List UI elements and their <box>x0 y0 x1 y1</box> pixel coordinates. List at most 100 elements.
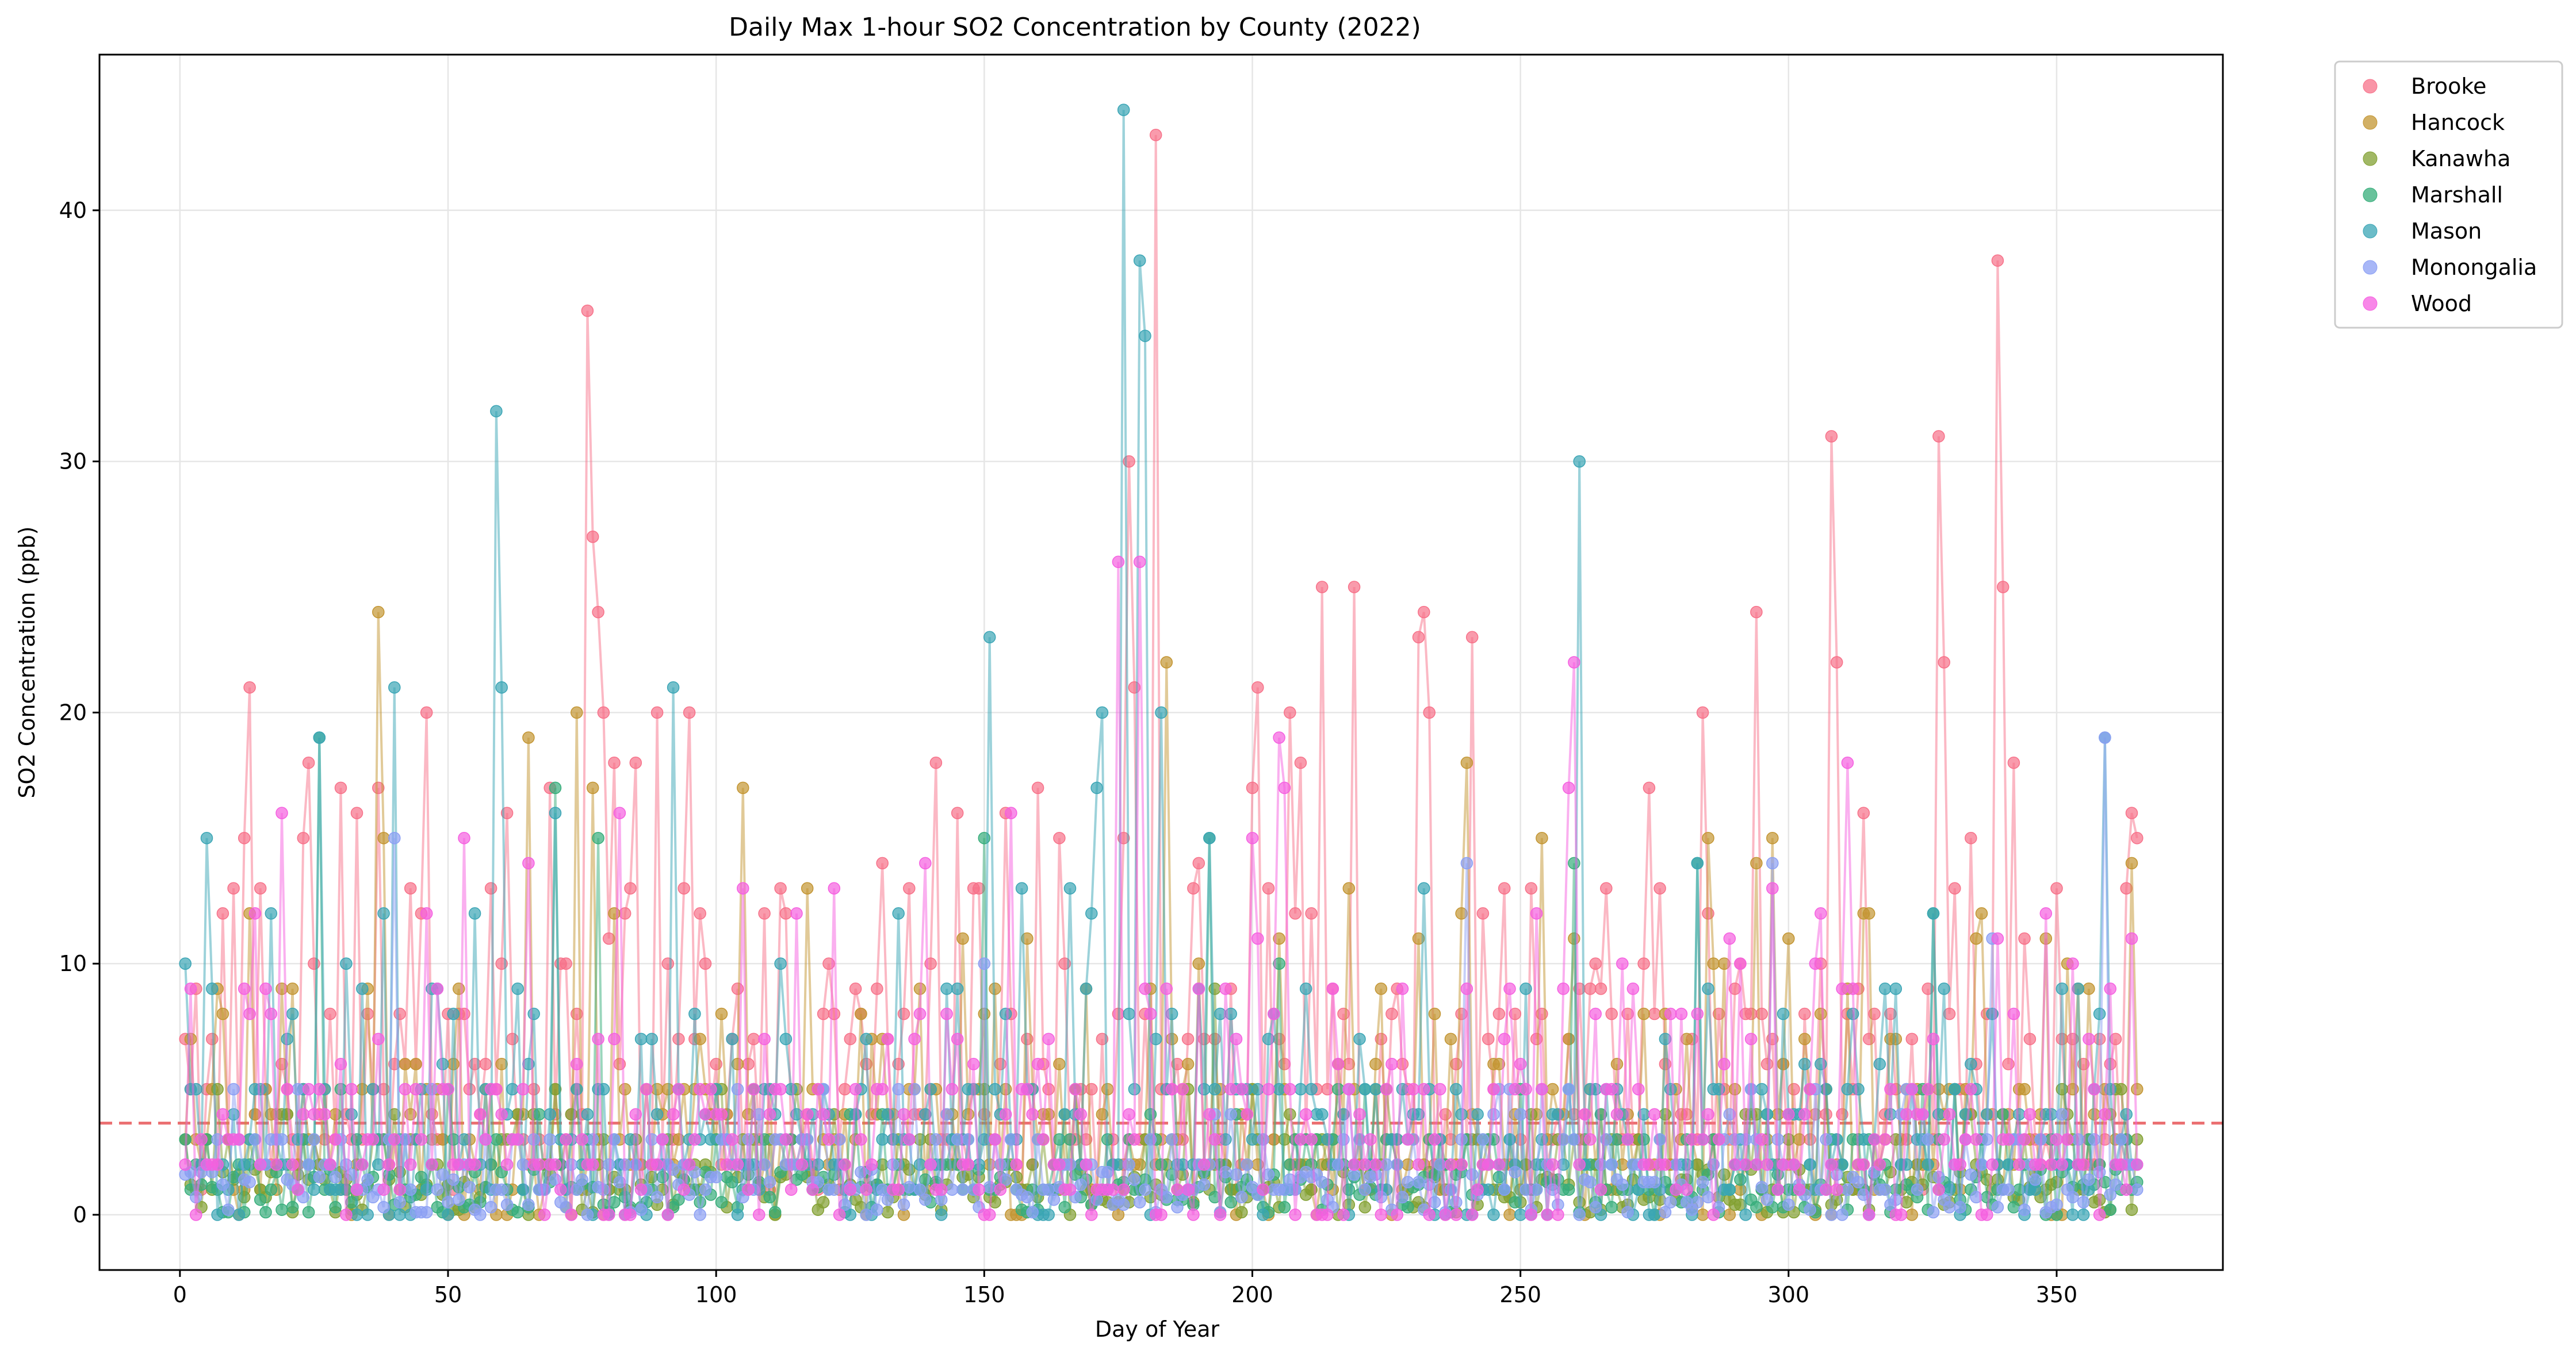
data-point <box>1219 983 1232 995</box>
data-point <box>678 882 690 895</box>
data-point <box>1664 1196 1677 1208</box>
data-point <box>206 983 219 995</box>
data-point <box>222 1203 235 1216</box>
data-point <box>1562 1033 1575 1045</box>
data-point <box>1680 1183 1693 1196</box>
data-point <box>946 1183 959 1196</box>
data-point <box>1525 882 1538 895</box>
data-point <box>779 907 793 920</box>
data-point <box>1643 1158 1656 1171</box>
data-point <box>731 1208 744 1221</box>
data-point <box>661 1208 675 1221</box>
data-point <box>1498 1183 1511 1196</box>
data-point <box>313 1083 326 1096</box>
data-point <box>254 1193 267 1206</box>
data-point <box>999 1108 1012 1121</box>
y-axis-label: SO2 Concentration (ppb) <box>14 526 40 798</box>
data-point <box>1418 1083 1430 1096</box>
data-point <box>1482 1183 1495 1196</box>
data-point <box>1042 1033 1055 1045</box>
data-point <box>1364 1133 1377 1146</box>
data-point <box>1465 631 1479 644</box>
data-point <box>801 1108 814 1121</box>
data-point <box>1358 1201 1372 1214</box>
data-point <box>817 1108 830 1121</box>
data-point <box>634 1033 648 1045</box>
data-point <box>1235 1191 1248 1204</box>
data-point <box>1594 1183 1607 1196</box>
data-point <box>2093 1208 2106 1221</box>
data-point <box>1804 1203 1816 1216</box>
data-point <box>1750 1158 1763 1171</box>
data-point <box>1696 1176 1709 1188</box>
data-point <box>447 1058 460 1071</box>
data-point <box>463 1181 476 1194</box>
data-point <box>1402 1201 1414 1214</box>
data-point <box>1112 1208 1125 1221</box>
data-point <box>602 1158 615 1171</box>
data-point <box>292 1183 304 1196</box>
data-point <box>436 1168 449 1181</box>
data-point <box>1546 1083 1559 1096</box>
data-point <box>1825 430 1838 443</box>
data-point <box>1970 932 1982 945</box>
data-point <box>533 1158 546 1171</box>
data-point <box>1289 1208 1302 1221</box>
data-point <box>511 1206 524 1219</box>
data-point <box>2012 1108 2026 1121</box>
data-point <box>324 1007 336 1020</box>
data-point <box>313 1171 326 1184</box>
data-point <box>913 1007 927 1020</box>
data-point <box>500 1198 514 1211</box>
data-point <box>1648 1108 1661 1121</box>
data-point <box>1584 1176 1597 1188</box>
data-point <box>688 1007 701 1020</box>
data-point <box>1107 1183 1119 1196</box>
data-point <box>388 681 401 694</box>
data-point <box>1353 1033 1366 1045</box>
data-point <box>560 1133 572 1146</box>
data-point <box>592 831 604 845</box>
data-point <box>1181 1183 1195 1196</box>
data-point <box>1053 1158 1066 1171</box>
data-point <box>1815 907 1827 920</box>
data-point <box>1584 983 1597 995</box>
data-point <box>1664 1083 1677 1096</box>
data-point <box>216 1108 229 1121</box>
data-point <box>1053 831 1066 845</box>
data-point <box>1905 1083 1919 1096</box>
data-point <box>1600 882 1613 895</box>
data-point <box>1246 781 1259 795</box>
data-point <box>1197 1083 1211 1096</box>
chart-title: Daily Max 1-hour SO2 Concentration by Co… <box>729 13 1421 42</box>
data-point <box>1766 831 1779 845</box>
data-point <box>1846 983 1859 995</box>
data-point <box>1165 1083 1178 1096</box>
data-point <box>650 1158 664 1171</box>
data-point <box>940 1007 953 1020</box>
data-point <box>812 1083 825 1096</box>
data-point <box>1278 1201 1291 1214</box>
data-point <box>420 706 433 719</box>
data-point <box>1664 1007 1677 1020</box>
data-point <box>426 1083 438 1096</box>
data-point <box>179 957 192 970</box>
data-point <box>1905 1033 1919 1045</box>
data-point <box>1755 1181 1768 1194</box>
data-point <box>1187 882 1200 895</box>
data-point <box>1063 1183 1077 1196</box>
data-point <box>1197 1178 1211 1191</box>
data-point <box>2028 1173 2042 1186</box>
data-point <box>538 1208 551 1221</box>
data-point <box>715 1108 728 1121</box>
data-point <box>506 1083 519 1096</box>
data-point <box>1836 1208 1848 1221</box>
y-tick-label: 10 <box>59 951 87 976</box>
data-point <box>302 1158 315 1171</box>
data-point <box>613 807 626 819</box>
data-point <box>688 1133 701 1146</box>
data-point <box>2093 1165 2106 1179</box>
data-point <box>2056 1108 2069 1121</box>
data-point <box>340 1208 353 1221</box>
series-wood <box>179 555 2144 1221</box>
